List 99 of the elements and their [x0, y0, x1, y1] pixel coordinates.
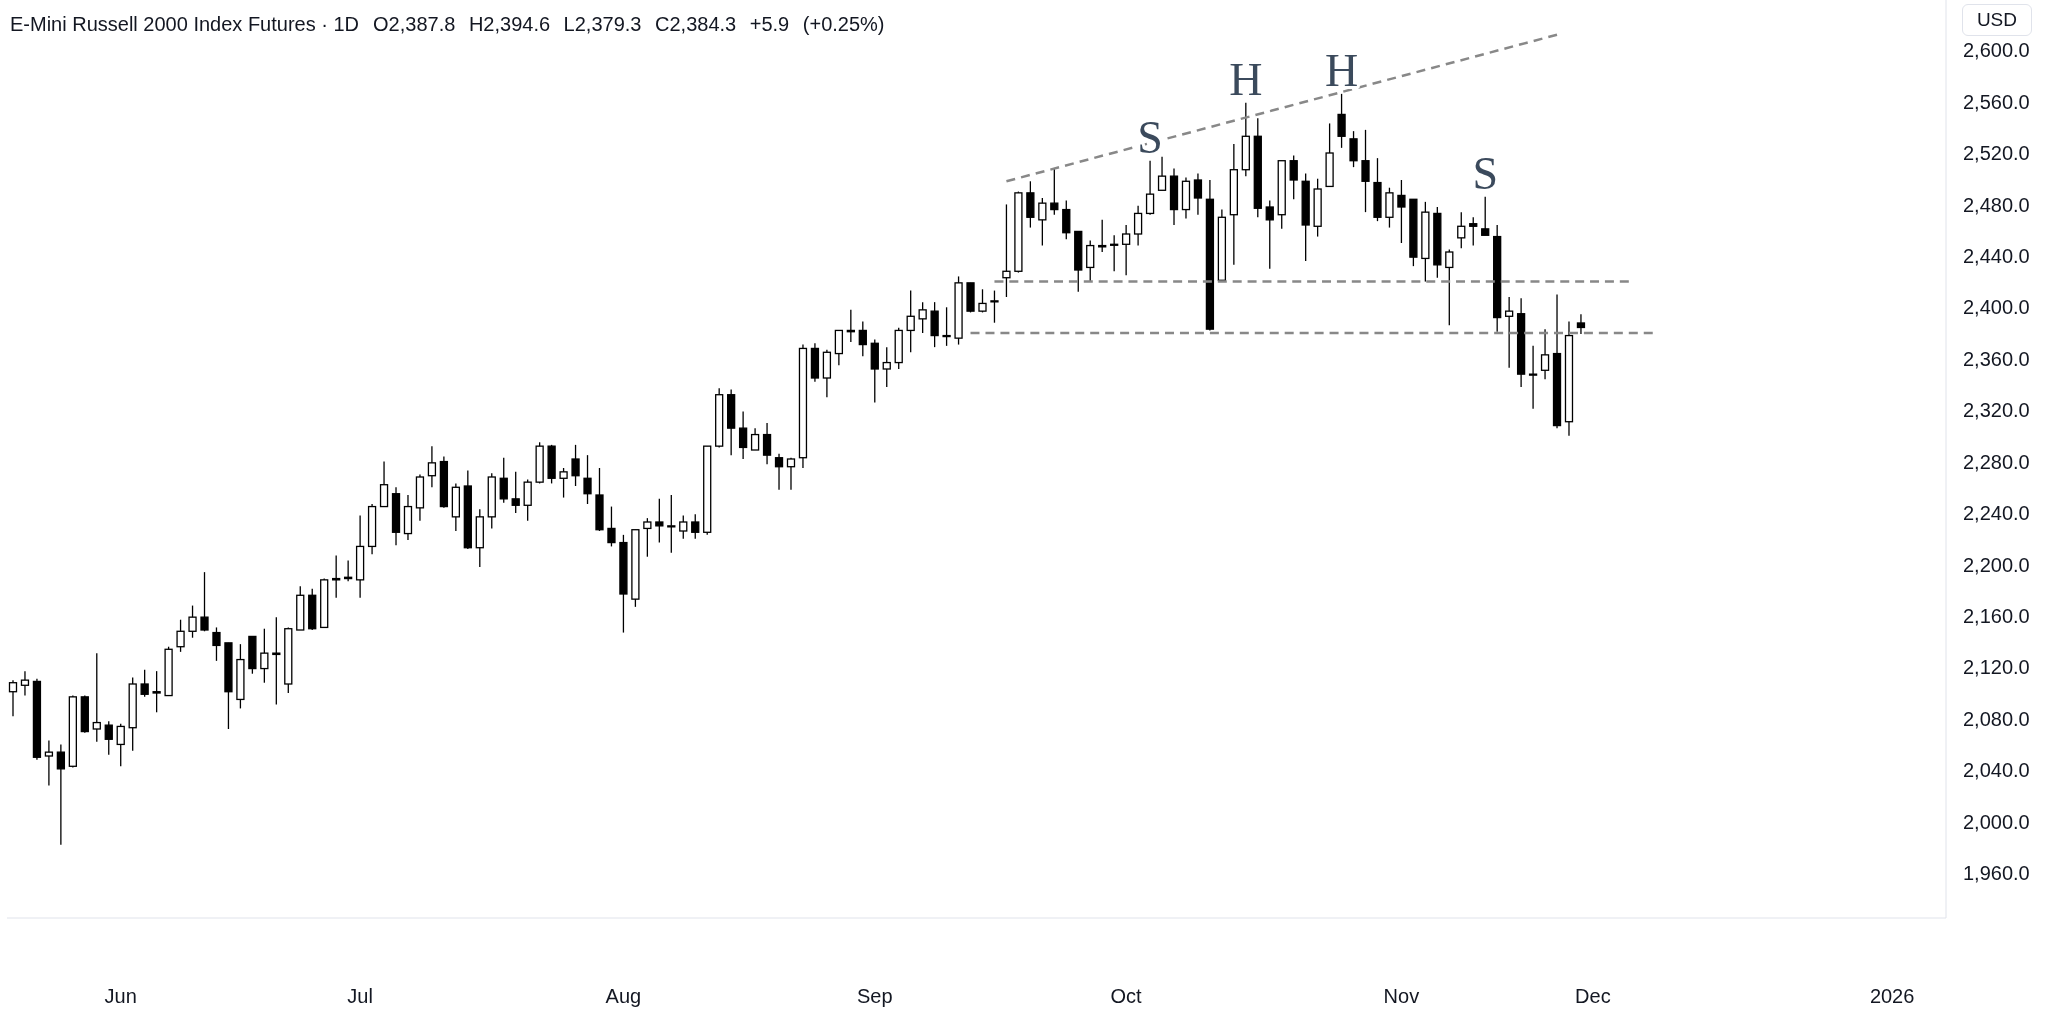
candlestick — [1110, 234, 1119, 272]
candlestick — [1289, 154, 1298, 200]
candlestick — [1086, 239, 1095, 283]
candlestick — [691, 513, 700, 540]
y-tick-label: 2,480.0 — [1963, 193, 2030, 216]
candlestick — [1098, 219, 1107, 253]
text: O2,387.8 H2,394.6 L2,379.3 C2,384.3 +5.9 (+0.25%) — [373, 13, 885, 36]
candlestick — [750, 427, 760, 451]
y-tick-label: 2,320.0 — [1963, 399, 2030, 422]
candlestick — [918, 301, 927, 334]
candlestick — [583, 454, 592, 505]
y-tick-label: 2,000.0 — [1963, 810, 2030, 833]
candlestick — [332, 554, 341, 599]
x-tick-label: Jul — [347, 985, 373, 1007]
candlestick — [104, 720, 113, 756]
candlestick — [20, 670, 30, 697]
candlestick — [1540, 328, 1550, 380]
candlestick — [667, 494, 676, 554]
candlestick — [1481, 196, 1490, 236]
candlestick — [44, 739, 54, 787]
candlestick — [1469, 216, 1478, 247]
candlestick — [834, 329, 844, 366]
candlestick — [523, 478, 532, 522]
candlestick — [1121, 224, 1131, 276]
candlestick — [499, 457, 508, 504]
candlestick — [858, 320, 867, 357]
candlestick — [990, 289, 999, 324]
y-tick-label: 2,200.0 — [1963, 553, 2030, 576]
y-axis-title: USD — [1961, 4, 2032, 36]
x-tick-label: 2026 — [1869, 985, 1915, 1007]
y-tick-label: 2,520.0 — [1963, 142, 2030, 165]
candlestick — [92, 652, 101, 743]
y-tick-label: 2,560.0 — [1963, 90, 2030, 113]
candlestick — [655, 498, 664, 544]
candlestick — [188, 604, 197, 639]
y-tick-label: 2,040.0 — [1963, 759, 2030, 782]
y-tick-label: 2,440.0 — [1963, 244, 2030, 267]
candlestick — [1062, 199, 1071, 240]
candlestick — [1038, 197, 1047, 247]
candlestick — [607, 505, 616, 548]
candlestick — [200, 571, 209, 632]
candlestick — [379, 460, 389, 508]
candlestick — [762, 422, 772, 465]
candlestick — [786, 457, 796, 491]
candlestick — [56, 743, 66, 846]
y-tick-label: 2,280.0 — [1963, 450, 2030, 473]
candlestick — [272, 616, 281, 706]
candlestick — [1337, 93, 1346, 149]
candlestick — [1361, 129, 1370, 213]
y-tick-label: 2,080.0 — [1963, 707, 2030, 730]
candlestick — [1504, 296, 1514, 369]
candlestick — [1050, 167, 1059, 216]
candlestick — [1397, 179, 1406, 244]
candlestick — [643, 517, 652, 558]
candlestick — [8, 679, 18, 717]
text: S — [1472, 147, 1498, 199]
candlestick — [152, 670, 161, 713]
x-tick-label: Jun — [104, 985, 137, 1007]
y-tick-label: 1,960.0 — [1963, 862, 2030, 885]
x-tick-label: Nov — [1383, 985, 1420, 1007]
y-tick-label: 2,400.0 — [1963, 296, 2030, 319]
text: H — [1229, 53, 1263, 105]
candlestick — [427, 445, 437, 488]
candlestick — [1457, 211, 1466, 249]
y-tick-label: 2,240.0 — [1963, 502, 2030, 525]
x-tick-label: Dec — [1575, 985, 1611, 1007]
candlestick — [511, 471, 520, 514]
candlestick — [942, 306, 951, 347]
candlestick — [882, 346, 891, 388]
candlestick — [260, 628, 269, 684]
text: E-Mini Russell 2000 Index Futures · 1D — [10, 13, 360, 36]
text: H — [1324, 44, 1359, 96]
candlestick — [1265, 199, 1274, 270]
x-tick-label: Oct — [1110, 985, 1143, 1007]
candlestick — [1576, 313, 1586, 335]
y-tick-label: 2,360.0 — [1963, 347, 2030, 370]
candlestick — [1528, 345, 1538, 410]
candlestick — [1349, 130, 1358, 168]
candlestick — [176, 619, 185, 653]
candlestick — [906, 289, 915, 353]
candlestick — [774, 453, 784, 491]
x-tick-label: Sep — [856, 985, 893, 1007]
candlestick — [140, 669, 149, 698]
candlestick — [1145, 160, 1155, 216]
candlestick — [738, 410, 748, 460]
y-tick-label: 2,600.0 — [1963, 39, 2030, 62]
candlestick — [571, 444, 580, 487]
candlestick — [116, 723, 125, 767]
candlestick — [1002, 203, 1011, 298]
candlestick — [212, 626, 221, 662]
y-tick-label: 2,120.0 — [1963, 656, 2030, 679]
candlestick — [1193, 172, 1203, 216]
candlestick — [1133, 205, 1143, 247]
y-tick-label: 2,160.0 — [1963, 604, 2030, 627]
candlestick — [1445, 248, 1454, 326]
candlestick — [559, 467, 568, 499]
candlestick — [1157, 156, 1167, 191]
x-tick-label: Aug — [605, 985, 642, 1007]
candlestick — [679, 514, 688, 540]
